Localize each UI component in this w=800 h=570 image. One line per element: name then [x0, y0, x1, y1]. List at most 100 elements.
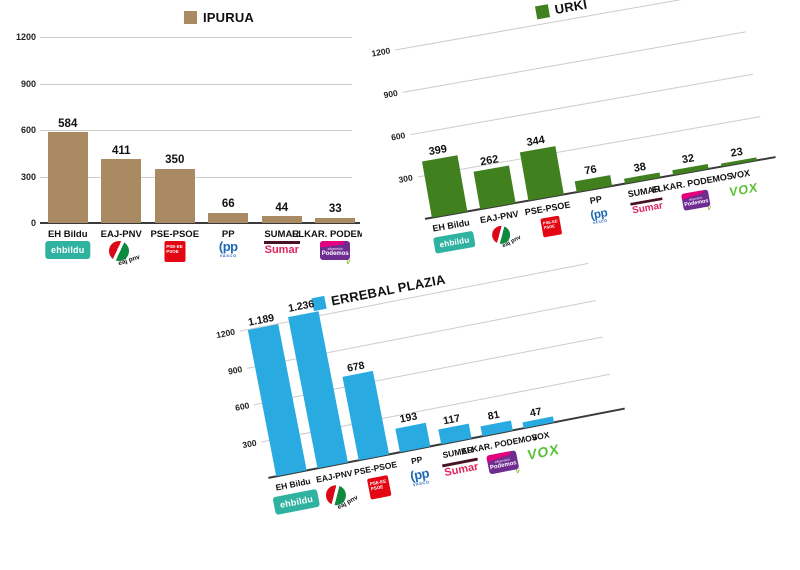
party-logo: VOX — [526, 440, 561, 464]
eaj-pnv-logo: eaj pnv — [324, 483, 359, 511]
value-label: 262 — [479, 153, 500, 169]
bar — [437, 424, 472, 445]
value-label: 23 — [729, 145, 744, 160]
category-label: PP — [221, 229, 235, 240]
category-label: EAJ-PNV — [479, 208, 520, 226]
party-logo: ehbildu — [272, 488, 321, 516]
party-logo: PSE-EE PSOE — [164, 241, 186, 262]
party-logo: eaj pnv — [324, 483, 359, 511]
value-label: 350 — [165, 154, 185, 167]
party-logo: elkarrekin Podemos V — [320, 241, 351, 267]
value-label: 33 — [328, 203, 342, 216]
vox-logo: VOX — [728, 179, 758, 200]
party-logo: elkarrekin Podemos V — [486, 450, 520, 481]
sumar-bar-icon — [263, 241, 300, 244]
party-logo: Sumar — [629, 197, 664, 216]
bar-chart-ipurua: IPURUA 0 300 600 900 1200 584 EH Bildu ehbildu 4… — [0, 0, 362, 285]
vox-logo: VOX — [527, 440, 560, 464]
bar — [342, 371, 389, 461]
gridline — [40, 37, 352, 38]
y-tick-label: 1200 — [370, 45, 392, 59]
y-tick-label: 1200 — [215, 326, 236, 341]
value-label: 47 — [528, 405, 543, 420]
bar — [521, 416, 554, 429]
podemos-wordmark: Podemos — [321, 251, 349, 257]
bar — [623, 172, 660, 184]
bar — [101, 159, 142, 223]
elkarrekin-podemos-logo: elkarrekin Podemos V — [320, 241, 351, 267]
bar — [421, 155, 467, 218]
psoe-line: PSOE — [166, 249, 179, 254]
x-axis-line — [40, 222, 360, 224]
bar — [154, 168, 195, 223]
sumar-logo: Sumar — [442, 457, 480, 479]
party-logo: PSE-EE PSOE — [366, 475, 392, 500]
election-results-canvas: IPURUA 0 300 600 900 1200 584 EH Bildu ehbildu 4… — [0, 0, 800, 450]
category-label: VOX — [530, 429, 551, 443]
legend-ipurua: IPURUA — [183, 10, 255, 25]
legend-swatch-icon — [183, 11, 197, 24]
value-label: 81 — [486, 409, 501, 424]
category-label: EH Bildu — [47, 229, 88, 240]
gridline — [40, 130, 352, 131]
category-label: SUMAR — [264, 229, 300, 240]
y-tick-label: 900 — [20, 78, 36, 89]
ehbildu-logo: ehbildu — [45, 241, 91, 259]
elkarrekin-podemos-logo: elkarrekin Podemos V — [486, 450, 520, 481]
y-tick-label: 600 — [234, 400, 251, 414]
value-label: 411 — [111, 144, 131, 157]
gridline — [40, 176, 352, 178]
category-label: PP — [589, 193, 603, 206]
y-tick-label: 900 — [382, 88, 399, 101]
eaj-pnv-circle-icon — [109, 241, 130, 261]
podemos-box: elkarrekin Podemos — [486, 450, 520, 475]
sumar-logo: Sumar — [263, 241, 300, 256]
category-label: PSE-PSOE — [524, 199, 572, 218]
gridline — [40, 83, 352, 85]
legend-swatch-icon — [535, 4, 551, 20]
y-tick-label: 300 — [397, 172, 414, 186]
chart-title: URKI — [553, 0, 589, 18]
pp-vasco-label: VASCO — [219, 253, 237, 258]
value-label: 66 — [221, 198, 235, 211]
y-tick-label: 300 — [241, 437, 258, 450]
category-label: ELKAR. PODEMOS — [291, 229, 362, 240]
bar — [208, 212, 249, 223]
bar — [261, 216, 302, 223]
chart-title: IPURUA — [202, 10, 255, 25]
category-label: VOX — [730, 167, 751, 181]
party-logo: Sumar — [263, 241, 300, 256]
legend-errebal: ERREBAL PLAZIA — [311, 272, 447, 312]
bar — [47, 132, 88, 223]
pse-psoe-logo: PSE-EE PSOE — [164, 241, 186, 262]
category-label: PSE-PSOE — [150, 229, 200, 240]
podemos-box: elkarrekin Podemos — [320, 241, 351, 260]
pp-wordmark: pp — [219, 240, 238, 253]
value-label: 44 — [275, 201, 289, 214]
ehbildu-logo: ehbildu — [272, 488, 321, 516]
y-tick-label: 600 — [390, 130, 407, 143]
y-tick-label: 600 — [20, 125, 36, 136]
value-label: 344 — [525, 133, 546, 149]
pse-psoe-logo: PSE-EE PSOE — [366, 475, 392, 500]
green-check-icon: V — [706, 206, 712, 213]
category-label: PSE-PSOE — [353, 459, 398, 478]
y-tick-label: 0 — [30, 218, 36, 229]
eaj-pnv-logo: eaj pnv — [109, 241, 141, 267]
category-label: EAJ-PNV — [100, 229, 142, 240]
bar — [519, 145, 564, 201]
value-label: 38 — [632, 160, 647, 175]
value-label: 584 — [58, 117, 78, 130]
party-logo: ehbildu — [45, 241, 91, 259]
category-label: PP — [410, 454, 424, 467]
value-label: 399 — [427, 142, 448, 158]
green-check-icon: V — [346, 260, 351, 266]
podemos-box: elkarrekin Podemos — [680, 189, 711, 211]
party-logo: VOX — [728, 179, 759, 200]
party-logo: elkarrekin Podemos V — [680, 189, 712, 217]
elkarrekin-label: elkarrekin — [327, 247, 343, 251]
